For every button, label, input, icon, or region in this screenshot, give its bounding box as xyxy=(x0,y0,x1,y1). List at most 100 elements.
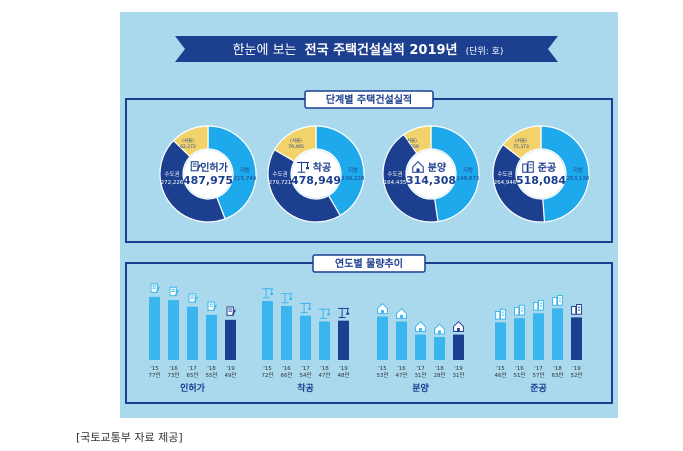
house-icon xyxy=(412,161,424,173)
bar-value-label: 72만 xyxy=(261,371,273,379)
house-icon xyxy=(434,323,445,335)
value-local: 149,873 xyxy=(457,176,480,182)
bar-year: '16 xyxy=(282,366,291,372)
title-bold: 전국 주택건설실적 2019년 xyxy=(305,42,458,58)
label-capital: 수도권 xyxy=(497,170,512,178)
infographic-svg: 한눈에 보는 전국 주택건설실적 2019년 (단위: 호) 단계별 주택건설실… xyxy=(125,36,613,404)
bar-year: '18 xyxy=(553,366,562,372)
value-seoul: 30,250 xyxy=(403,144,419,150)
slice-local xyxy=(315,125,365,217)
buildings-icon xyxy=(495,308,506,320)
banner-ribbon xyxy=(175,36,558,62)
bar-year: '18 xyxy=(435,366,444,372)
slice-seoul xyxy=(273,125,317,163)
bar xyxy=(396,321,407,360)
value-seoul: 62,272 xyxy=(180,144,196,150)
slice-seoul xyxy=(402,125,432,155)
bar-chart: '1577만'1673만'1765만'1855만'1949만인허가'1572만'… xyxy=(148,283,583,394)
crane-icon xyxy=(318,308,331,319)
value-seoul: 79,495 xyxy=(288,144,304,150)
bar-value-label: 57만 xyxy=(532,371,544,379)
house-icon xyxy=(415,320,426,332)
document-pen-icon xyxy=(188,293,199,303)
bar xyxy=(225,319,236,360)
bar-group-name: 분양 xyxy=(412,382,429,394)
value-capital: 279,721 xyxy=(269,180,292,186)
bar xyxy=(319,321,330,360)
bar-value-label: 53만 xyxy=(376,371,388,379)
bar-value-label: 46만 xyxy=(494,371,506,379)
bar-group-name: 인허가 xyxy=(180,382,206,394)
document-pen-icon xyxy=(190,161,201,172)
bar xyxy=(533,313,544,360)
value-local: 253,138 xyxy=(567,176,590,182)
label-seoul: (서울) xyxy=(182,137,194,144)
bar-value-label: 73만 xyxy=(167,371,179,379)
bar-year: '16 xyxy=(397,366,406,372)
value-capital: 164,435 xyxy=(384,180,407,186)
bar-year: '17 xyxy=(188,366,197,372)
buildings-icon xyxy=(552,294,563,306)
label-capital: 수도권 xyxy=(387,170,402,178)
label-local: 지방 xyxy=(240,166,250,174)
bar-year: '15 xyxy=(496,366,505,372)
page-title: 한눈에 보는 전국 주택건설실적 2019년 (단위: 호) xyxy=(233,42,504,58)
bar xyxy=(338,320,349,360)
crane-icon xyxy=(280,292,293,304)
bar xyxy=(415,334,426,360)
bar-year: '16 xyxy=(515,366,524,372)
bar-value-label: 47만 xyxy=(395,371,407,379)
crane-icon xyxy=(297,161,309,173)
slice-local xyxy=(540,125,590,223)
bar-year: '19 xyxy=(572,366,581,372)
bar-year: '18 xyxy=(207,366,216,372)
bar-year: '19 xyxy=(226,366,235,372)
donut-name: 인허가 xyxy=(200,161,228,174)
bar-value-label: 28만 xyxy=(433,371,445,379)
donut-charts: 인허가487,975지방215,749수도권272,226(서울)62,272착… xyxy=(159,125,590,223)
label-local: 지방 xyxy=(348,166,358,174)
bar-value-label: 65만 xyxy=(186,371,198,379)
donut-total: 518,084 xyxy=(516,174,566,187)
label-capital: 수도권 xyxy=(272,170,287,178)
label-seoul: (서울) xyxy=(290,137,302,144)
title-unit: (단위: 호) xyxy=(466,46,504,57)
bar-year: '17 xyxy=(534,366,543,372)
bar-group-name: 착공 xyxy=(297,382,314,394)
section1-title: 단계별 주택건설실적 xyxy=(326,93,412,106)
bar-value-label: 48만 xyxy=(337,371,349,379)
house-icon xyxy=(453,320,464,332)
buildings-icon xyxy=(522,161,534,173)
bar xyxy=(453,334,464,360)
source-caption: [국토교통부 자료 제공] xyxy=(76,431,183,444)
value-capital: 264,946 xyxy=(494,180,517,186)
bar-value-label: 55만 xyxy=(205,371,217,379)
slice-seoul xyxy=(502,125,542,160)
bar-value-label: 49만 xyxy=(224,371,236,379)
label-local: 지방 xyxy=(573,166,583,174)
label-capital: 수도권 xyxy=(164,170,179,178)
bar-value-label: 47만 xyxy=(318,371,330,379)
bar-value-label: 54만 xyxy=(299,371,311,379)
value-seoul: 75,373 xyxy=(513,144,529,150)
bar xyxy=(281,305,292,360)
bar xyxy=(300,315,311,360)
bar xyxy=(187,306,198,360)
bar xyxy=(514,318,525,360)
value-capital: 272,226 xyxy=(161,180,184,186)
donut-total: 487,975 xyxy=(183,174,233,187)
house-icon xyxy=(377,302,388,314)
bar-value-label: 63만 xyxy=(551,371,563,379)
infographic-panel: 한눈에 보는 전국 주택건설실적 2019년 (단위: 호) 단계별 주택건설실… xyxy=(120,12,618,418)
label-seoul: (서울) xyxy=(405,137,417,144)
bar-year: '17 xyxy=(416,366,425,372)
label-seoul: (서울) xyxy=(515,137,527,144)
bar-year: '15 xyxy=(150,366,159,372)
